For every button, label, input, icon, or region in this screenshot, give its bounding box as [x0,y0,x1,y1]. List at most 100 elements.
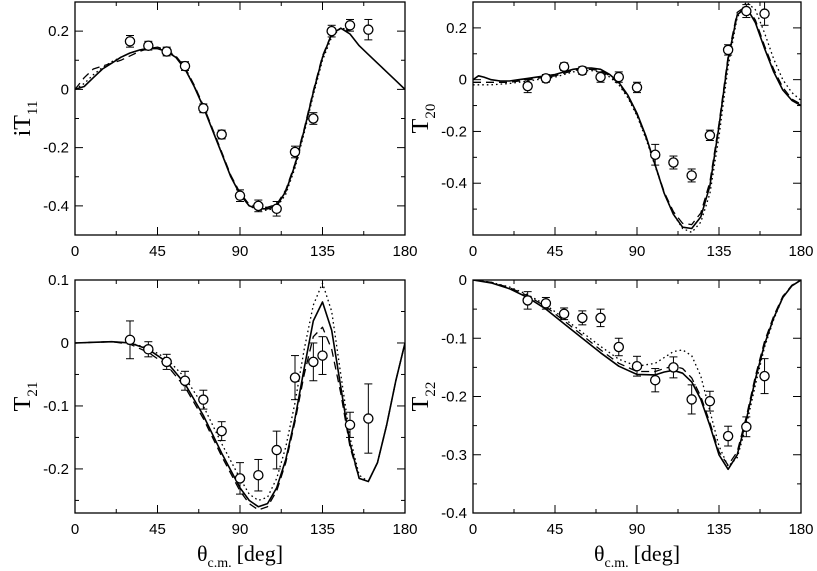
x-tick-label: 180 [788,521,813,538]
data-point [216,129,227,140]
curves [473,280,801,471]
data-point [759,358,770,395]
y-tick-label: 0.2 [446,20,467,37]
data-point [234,189,246,203]
data-point [613,337,625,357]
data-point [595,71,606,83]
data-point [741,416,752,438]
x-tick-label: 0 [469,521,477,538]
y-axis-label-main: T [408,396,434,411]
x-tick-label: 45 [547,243,564,260]
x-tick-label: 90 [232,521,249,538]
x-tick-label: 180 [392,521,417,538]
data-marker [179,60,191,72]
data-point [631,81,643,94]
x-tick-label: 90 [232,243,249,260]
x-axis-label-sub: c.m. [605,556,629,571]
x-tick-label: 180 [788,243,813,260]
data-marker [143,344,154,355]
data-marker [540,298,552,309]
series-dashed-line [473,280,801,466]
series-dashed-line [75,27,351,208]
data-point [668,356,679,379]
series-solid-line [473,280,801,471]
data-marker [344,20,356,31]
x-axis-label-main: θ [197,541,208,566]
x-tick-label: 135 [310,521,335,538]
plot-frame [472,1,802,236]
data-point [649,368,661,393]
data-marker [540,73,552,84]
data-marker [216,129,227,140]
data-marker [271,444,282,456]
data-point [704,390,716,412]
data-point [649,143,661,166]
y-tick-label: 0 [459,272,467,289]
data-point [344,411,356,438]
data-marker [216,425,227,437]
x-axis-label-sub: c.m. [208,556,232,571]
x-tick-label: 90 [629,521,646,538]
series-dashed-line [473,5,801,226]
x-tick-label: 0 [71,521,79,538]
data-marker [668,362,679,373]
data-marker [577,65,588,76]
data-marker [595,312,606,324]
y-axis-label: T21 [10,382,41,412]
data-point [271,201,282,217]
data-point [161,46,172,57]
data-point [308,112,319,125]
x-axis-label: θc.m. [deg] [594,541,680,571]
data-marker [722,430,734,442]
x-tick-label: 0 [71,243,79,260]
data-point [179,60,191,72]
data-marker [741,5,752,17]
y-axis-label-sub: 11 [25,101,41,115]
x-axis-label-main: θ [594,541,605,566]
data-point [363,18,374,41]
data-marker [522,295,533,306]
data-marker [326,25,337,37]
data-point [704,129,716,142]
data-marker [289,372,301,383]
x-tick-label: 0 [469,243,477,260]
data-point [722,425,734,447]
x-axis-label: θc.m. [deg] [197,541,283,571]
y-axis-label-sub: 20 [423,104,439,119]
y-tick-label: -0.2 [441,389,467,406]
data-point [308,342,319,382]
y-tick-label: -0.2 [43,461,69,478]
data-marker [522,80,533,92]
data-marker [198,394,209,405]
data-point [289,145,301,159]
data-point [558,307,570,321]
data-point [179,370,191,391]
y-axis-label: T22 [408,382,439,412]
data-point [143,341,154,358]
data-marker [613,71,625,83]
y-tick-label: -0.4 [441,175,467,192]
x-tick-label: 45 [149,243,166,260]
data-point [722,44,734,56]
data-point [216,421,227,442]
data-marker [759,8,770,19]
data-marker [704,395,716,407]
x-tick-label: 45 [149,521,166,538]
y-axis-label-main: T [10,396,36,411]
chart-panel-bottom-right: 0 45 90 135 180 0 -0.1 -0.2 -0.3 -0.4 T22 θc.m. [deg… [408,272,814,571]
y-tick-label: 0.2 [48,23,69,40]
data-marker [759,370,770,382]
data-marker [344,419,356,431]
data-point [577,310,588,326]
data-marker [668,157,679,168]
data-marker [649,149,661,160]
y-axis-label-sub: 21 [25,382,41,397]
data-marker [686,394,697,405]
series-dotted-line [75,282,405,502]
data-point [317,336,328,375]
curves [75,27,405,211]
data-marker [289,146,301,158]
data-marker [124,36,136,47]
x-tick-label: 45 [547,521,564,538]
